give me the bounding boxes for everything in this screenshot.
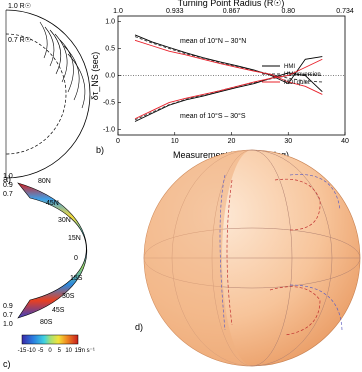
colorbar-unit: m s⁻¹ (80, 348, 95, 354)
y-axis-title: δτ_NS (sec) (90, 52, 100, 100)
latitude-label: 30S (62, 293, 75, 300)
annotation: mean of 10°S – 30°S (180, 112, 246, 120)
radius-label: 0.7 (3, 312, 13, 319)
x-tick-label: 40 (341, 138, 349, 145)
latitude-label: 45S (52, 307, 65, 314)
y-tick-label: 1.0 (105, 18, 115, 25)
colorbar-tick: 0 (48, 348, 52, 354)
outer-boundary (5, 9, 91, 179)
ray-paths (39, 21, 86, 109)
flow-cells (219, 174, 343, 336)
cutaway (144, 150, 252, 366)
legend-label: HMI inversion (284, 72, 321, 78)
latitude-label: 15S (70, 275, 83, 282)
panel-label: c) (3, 359, 11, 369)
y-tick-label: -1.0 (103, 127, 115, 134)
series-line (134, 39, 323, 95)
inner-radius-label: 0.7 R☉ (8, 36, 31, 44)
panel-d: d) (135, 149, 361, 367)
top-tick-label: 0.867 (223, 8, 241, 15)
top-tick-label: 0.80 (281, 8, 295, 15)
series-line (134, 58, 323, 120)
latitude-label: 80S (40, 319, 53, 326)
legend-label: MDI quiet (284, 80, 310, 86)
inner-boundary (5, 33, 67, 155)
series-line (134, 72, 323, 122)
panel-label: a) (3, 174, 11, 184)
top-tick-label: 1.0 (113, 8, 123, 15)
x-tick-label: 0 (116, 138, 120, 145)
series-line (134, 73, 323, 121)
x-tick-label: 20 (228, 138, 236, 145)
colorbar-tick: -15 (18, 348, 27, 354)
radius-label: 1.0 (3, 173, 13, 180)
colorbar-tick: -5 (38, 348, 44, 354)
latitude-label: 0 (74, 255, 78, 262)
top-tick-label: 0.734 (336, 8, 354, 15)
y-tick-label: -0.5 (103, 100, 115, 107)
panel-label: b) (96, 145, 104, 155)
latitude-label: 80N (38, 178, 51, 185)
radius-label: 1.0 (3, 321, 13, 328)
velocity-map (17, 182, 88, 319)
annotation: mean of 10°N – 30°N (180, 37, 246, 45)
colorbar-tick: 5 (58, 348, 62, 354)
top-axis-title: Turning Point Radius (R☉) (178, 0, 285, 8)
radius-label: 0.9 (3, 303, 13, 310)
latitude-label: 45N (46, 200, 59, 207)
latitude-label: 30N (58, 217, 71, 224)
colorbar-tick: -10 (27, 348, 36, 354)
y-tick-label: 0.5 (105, 45, 115, 52)
legend-label: HMI (284, 64, 295, 70)
panel-c: c) (3, 182, 88, 369)
x-tick-label: 10 (171, 138, 179, 145)
radius-label: 0.9 (3, 182, 13, 189)
series-line (134, 36, 323, 83)
top-tick-label: 0.933 (166, 8, 184, 15)
colorbar-tick: 15 (75, 348, 82, 354)
panel-a: 1.0 R☉ 0.7 R☉ a) (3, 2, 91, 184)
x-tick-label: 30 (284, 138, 292, 145)
colorbar (21, 334, 79, 345)
colorbar-tick: 10 (65, 348, 72, 354)
panel-label: d) (135, 322, 143, 332)
latitude-label: 15N (68, 235, 81, 242)
outer-radius-label: 1.0 R☉ (8, 2, 31, 10)
radius-label: 0.7 (3, 191, 13, 198)
series-line (134, 34, 323, 85)
y-tick-label: 0.0 (105, 73, 115, 80)
panel-b: Turning Point Radius (R☉) Measurement Di… (90, 0, 354, 160)
